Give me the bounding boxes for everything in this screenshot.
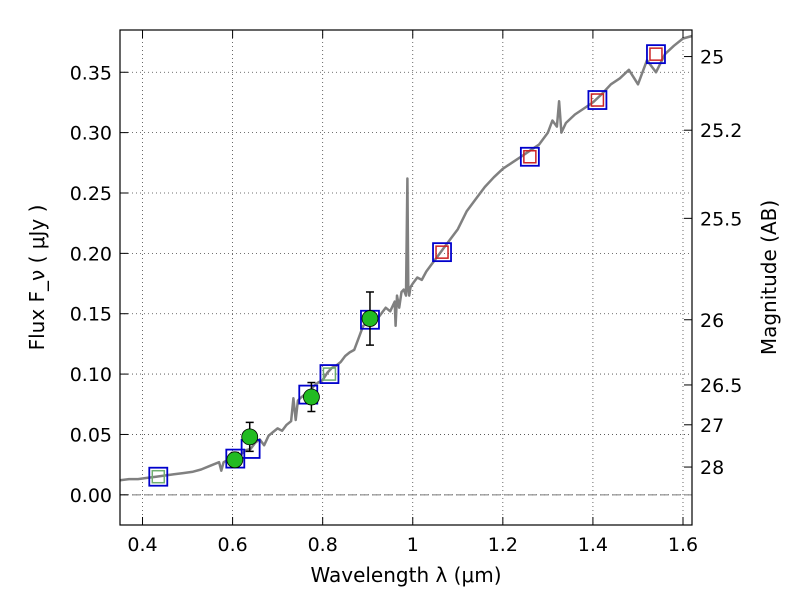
photometry-point (241, 428, 259, 446)
model-square-inner (151, 469, 166, 484)
plot-area (119, 34, 693, 487)
model-square-inner (523, 150, 537, 164)
magnitude-tick-label: 26.5 (700, 375, 742, 397)
magnitude-tick-label: 25 (700, 47, 724, 69)
x-tick-label: 0.8 (308, 534, 338, 556)
y-tick-label: 0.10 (70, 364, 112, 386)
magnitude-axis-title: Magnitude (AB) (757, 200, 781, 355)
model-square-inner (322, 367, 337, 381)
y-axis: 0.00 0.05 0.10 0.15 0.20 0.25 0.30 0.35 (70, 62, 128, 507)
model-square-inner (590, 93, 605, 107)
model-square-outer (519, 146, 540, 167)
x-tick-label: 0.6 (217, 534, 247, 556)
x-tick-label: 1.6 (668, 534, 698, 556)
x-tick-label: 0.4 (127, 534, 157, 556)
magnitude-tick-label: 28 (700, 457, 724, 479)
y-axis-title: Flux F_ν ( μJy ) (25, 205, 49, 351)
x-tick-label: 1.2 (488, 534, 518, 556)
magnitude-tick-label: 26 (700, 310, 724, 332)
y-tick-label: 0.20 (70, 243, 112, 265)
model-square-outer (148, 466, 169, 487)
x-tick-label: 1.4 (578, 534, 608, 556)
x-axis: 0.4 0.6 0.8 1 1.2 1.4 1.6 (127, 30, 698, 556)
x-tick-label: 1 (407, 534, 419, 556)
x-axis-title: Wavelength λ (μm) (310, 563, 501, 587)
magnitude-tick-label: 25.5 (700, 208, 742, 230)
y-tick-label: 0.25 (70, 183, 112, 205)
magnitude-tick-label: 27 (700, 415, 724, 437)
model-square-outer (432, 242, 452, 263)
photometry-point (226, 451, 244, 469)
model-square-outer (319, 364, 340, 384)
model-square-inner (649, 47, 663, 61)
photometry-point (361, 310, 379, 327)
model-square-inner (435, 245, 449, 259)
plot-frame (119, 29, 693, 526)
magnitude-tick-label: 25.2 (700, 120, 742, 142)
magnitude-axis: 25 25.2 25.5 26 26.5 27 28 (684, 47, 742, 479)
model-square-outer (646, 44, 666, 65)
y-tick-label: 0.35 (70, 62, 112, 84)
y-tick-label: 0.00 (70, 485, 112, 507)
grid (120, 30, 692, 525)
photometry-point (303, 388, 320, 406)
model-square-outer (587, 90, 608, 110)
y-tick-label: 0.05 (70, 424, 112, 446)
y-tick-label: 0.30 (70, 123, 112, 145)
y-tick-label: 0.15 (70, 304, 112, 326)
